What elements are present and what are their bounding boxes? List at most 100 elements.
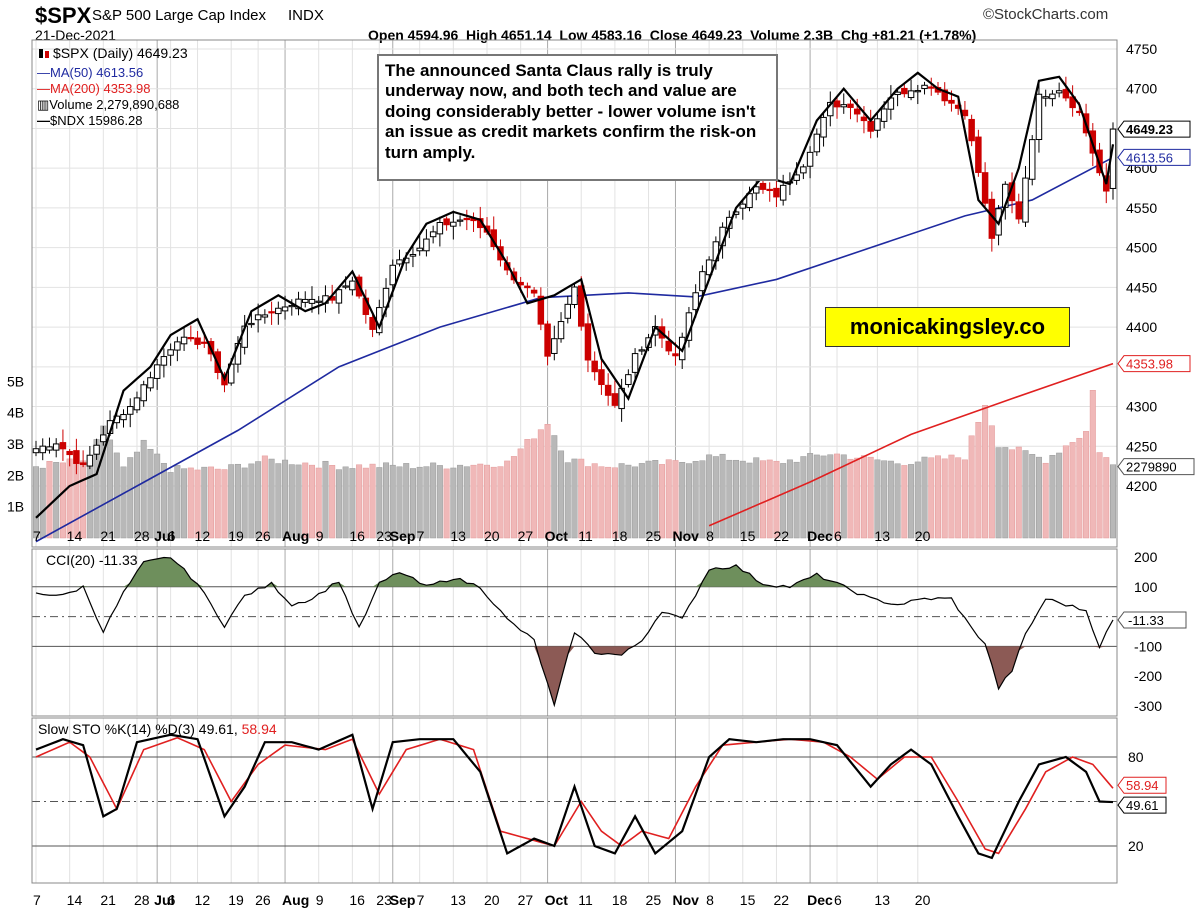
volume-bar	[632, 466, 639, 539]
volume-bar	[80, 460, 87, 539]
x-tick-label: 14	[67, 528, 83, 544]
volume-bar	[874, 459, 881, 539]
volume-bar	[827, 454, 834, 539]
x-tick-label: 21	[100, 892, 116, 908]
sto-title: Slow STO %K(14) %D(3) 49.61, 58.94	[38, 721, 277, 737]
volume-bar	[1076, 437, 1083, 539]
candle	[86, 454, 94, 467]
x-tick-label: 9	[316, 528, 324, 544]
volume-bar	[174, 465, 181, 539]
candle	[39, 445, 46, 454]
volume-bar	[665, 459, 672, 539]
volume-bar	[154, 453, 161, 539]
volume-bar	[753, 457, 760, 539]
volume-tick-label: 3B	[7, 436, 24, 452]
volume-bar	[463, 466, 470, 539]
candle	[443, 218, 450, 226]
price-tag-label: 4649.23	[1126, 122, 1173, 137]
volume-bar	[840, 454, 847, 539]
volume-bar	[847, 458, 854, 539]
volume-bar	[672, 460, 679, 539]
candle	[1049, 93, 1056, 100]
volume-bar	[282, 459, 289, 539]
x-tick-label: 12	[195, 892, 211, 908]
volume-bar	[140, 439, 147, 539]
x-tick-label: 15	[740, 528, 756, 544]
volume-bar	[564, 462, 571, 539]
volume-bar	[1103, 457, 1110, 539]
panel-frame-main	[31, 39, 1118, 548]
candle	[840, 104, 847, 108]
candle	[423, 238, 430, 252]
volume-bar	[1042, 462, 1049, 539]
volume-bar	[860, 455, 867, 539]
candle	[901, 87, 908, 95]
volume-bar	[403, 463, 410, 539]
candle	[126, 406, 134, 415]
volume-bar	[33, 466, 39, 539]
volume-bar	[322, 460, 329, 539]
candle	[800, 166, 807, 174]
volume-bar	[335, 469, 342, 539]
volume-bar	[955, 457, 962, 539]
price-tag-box	[1117, 148, 1191, 166]
volume-bar	[362, 467, 369, 539]
x-tick-label: 8	[706, 892, 714, 908]
volume-bar	[1062, 445, 1069, 539]
candle	[456, 219, 464, 222]
volume-bar	[1083, 431, 1090, 539]
candle	[672, 353, 679, 357]
volume-bar	[308, 464, 315, 539]
legend-main: $SPX (Daily) 4649.23	[37, 46, 188, 60]
volume-bar	[894, 463, 901, 539]
x-tick-label: Oct	[545, 892, 569, 908]
candle	[705, 259, 713, 276]
candle	[699, 271, 706, 292]
x-tick-label: 13	[450, 528, 466, 544]
candle	[833, 100, 841, 108]
candle	[941, 89, 948, 102]
annotation-box: The announced Santa Claus rally is truly…	[377, 54, 778, 181]
volume-bar	[975, 422, 982, 539]
candle	[268, 311, 275, 314]
volume-bar	[436, 465, 443, 539]
candle	[308, 298, 316, 304]
volume-bar	[712, 456, 719, 539]
sto-tag-box	[1117, 796, 1167, 814]
x-tick-label: 15	[740, 892, 756, 908]
volume-bar	[120, 466, 127, 539]
volume-bar	[578, 458, 585, 539]
x-tick-label: 18	[612, 528, 628, 544]
candle	[59, 442, 67, 450]
candle	[409, 253, 417, 257]
volume-bar	[598, 466, 605, 539]
candle	[261, 314, 269, 318]
candle	[853, 108, 861, 115]
volume-bar	[315, 467, 322, 539]
volume-bar	[813, 454, 820, 539]
candle	[1035, 93, 1043, 141]
volume-bar	[544, 424, 551, 539]
volume-tag-label: 2279890	[1126, 460, 1177, 475]
candle	[907, 90, 915, 99]
volume-bar	[457, 464, 464, 539]
volume-bar	[1009, 449, 1016, 539]
price-tag-box	[1117, 355, 1191, 373]
candle	[120, 414, 127, 421]
candle	[1022, 177, 1029, 223]
volume-bar	[349, 468, 356, 539]
volume-bar	[988, 425, 995, 539]
volume-bar	[679, 462, 686, 539]
candle	[779, 184, 787, 201]
x-tick-label: 26	[255, 892, 271, 908]
volume-bar	[928, 457, 935, 539]
candle	[625, 374, 632, 386]
candle	[551, 338, 558, 354]
volume-bar	[584, 466, 591, 539]
candle	[975, 136, 982, 173]
candle	[813, 133, 821, 153]
x-tick-label: 16	[349, 528, 365, 544]
x-tick-label: 26	[255, 528, 271, 544]
volume-bar	[214, 468, 221, 539]
volume-bar	[934, 455, 941, 539]
